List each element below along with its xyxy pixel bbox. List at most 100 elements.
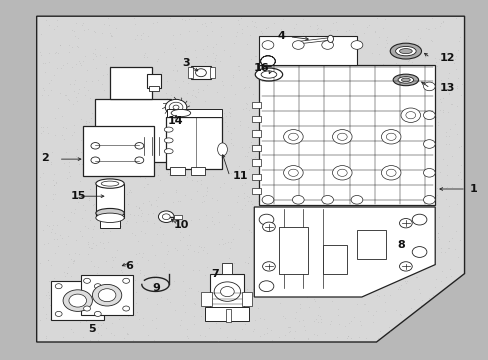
Point: [346, 172, 353, 178]
Point: [237, 327, 245, 332]
Ellipse shape: [96, 208, 124, 218]
Point: [134, 238, 142, 244]
Point: [109, 206, 117, 211]
Point: [264, 50, 272, 56]
Point: [336, 143, 344, 149]
Text: 13: 13: [439, 83, 454, 93]
Point: [179, 252, 186, 258]
Point: [374, 293, 382, 298]
Point: [413, 85, 421, 91]
Point: [297, 210, 305, 215]
Point: [291, 235, 299, 241]
Ellipse shape: [101, 181, 119, 186]
Point: [350, 47, 358, 53]
Point: [220, 110, 227, 116]
Point: [402, 141, 409, 147]
Point: [146, 201, 154, 207]
Point: [309, 331, 317, 337]
Point: [356, 110, 364, 116]
Point: [207, 19, 215, 25]
Point: [53, 66, 61, 71]
Bar: [225, 309, 230, 322]
Point: [174, 132, 182, 138]
Point: [47, 159, 55, 165]
Point: [329, 40, 337, 46]
Point: [148, 280, 156, 286]
Point: [72, 94, 80, 99]
Bar: [259, 36, 356, 65]
Point: [81, 223, 88, 229]
Point: [379, 140, 386, 145]
Point: [261, 153, 269, 159]
Point: [183, 90, 191, 96]
Point: [121, 90, 129, 95]
Bar: [51, 281, 104, 320]
Point: [315, 313, 323, 319]
Point: [358, 201, 366, 207]
Point: [384, 324, 392, 330]
Point: [436, 278, 444, 284]
Point: [208, 173, 216, 179]
Point: [136, 175, 144, 180]
Point: [389, 72, 397, 78]
Point: [170, 62, 178, 67]
Point: [188, 267, 196, 273]
Point: [254, 77, 262, 83]
Point: [380, 299, 388, 305]
Point: [431, 114, 439, 120]
Point: [278, 96, 285, 102]
Point: [295, 252, 303, 258]
Point: [84, 26, 92, 32]
Point: [240, 321, 248, 327]
Point: [362, 185, 370, 191]
Point: [305, 284, 313, 290]
Point: [50, 237, 58, 242]
Point: [432, 185, 440, 191]
Point: [105, 159, 113, 165]
Point: [333, 312, 341, 318]
Point: [236, 118, 244, 124]
Circle shape: [122, 278, 129, 283]
Point: [195, 332, 203, 338]
Point: [386, 252, 394, 258]
Point: [324, 126, 332, 131]
Point: [316, 319, 324, 325]
Point: [317, 290, 325, 296]
Point: [305, 248, 313, 254]
Point: [382, 138, 390, 144]
Point: [183, 336, 191, 341]
Point: [296, 64, 304, 69]
Point: [199, 247, 206, 253]
Point: [324, 38, 331, 44]
Point: [235, 67, 243, 73]
Point: [376, 65, 384, 71]
Point: [272, 91, 280, 97]
Circle shape: [122, 306, 129, 311]
Point: [204, 325, 212, 331]
Point: [133, 83, 141, 89]
Point: [256, 89, 264, 95]
Point: [427, 104, 435, 110]
Point: [359, 266, 366, 272]
Point: [94, 264, 102, 270]
Point: [392, 45, 400, 50]
Point: [213, 132, 221, 138]
Text: 1: 1: [468, 184, 476, 194]
Point: [181, 159, 188, 165]
Point: [103, 71, 111, 76]
Point: [298, 240, 305, 246]
Point: [111, 311, 119, 317]
Point: [199, 46, 206, 52]
Point: [372, 261, 380, 266]
Point: [385, 292, 393, 298]
Point: [355, 334, 363, 340]
Point: [243, 23, 250, 29]
Point: [375, 169, 383, 175]
Point: [166, 286, 174, 292]
Point: [72, 237, 80, 243]
Point: [289, 336, 297, 341]
Point: [368, 312, 376, 318]
Point: [238, 30, 245, 36]
Point: [380, 292, 387, 298]
Point: [93, 299, 101, 305]
